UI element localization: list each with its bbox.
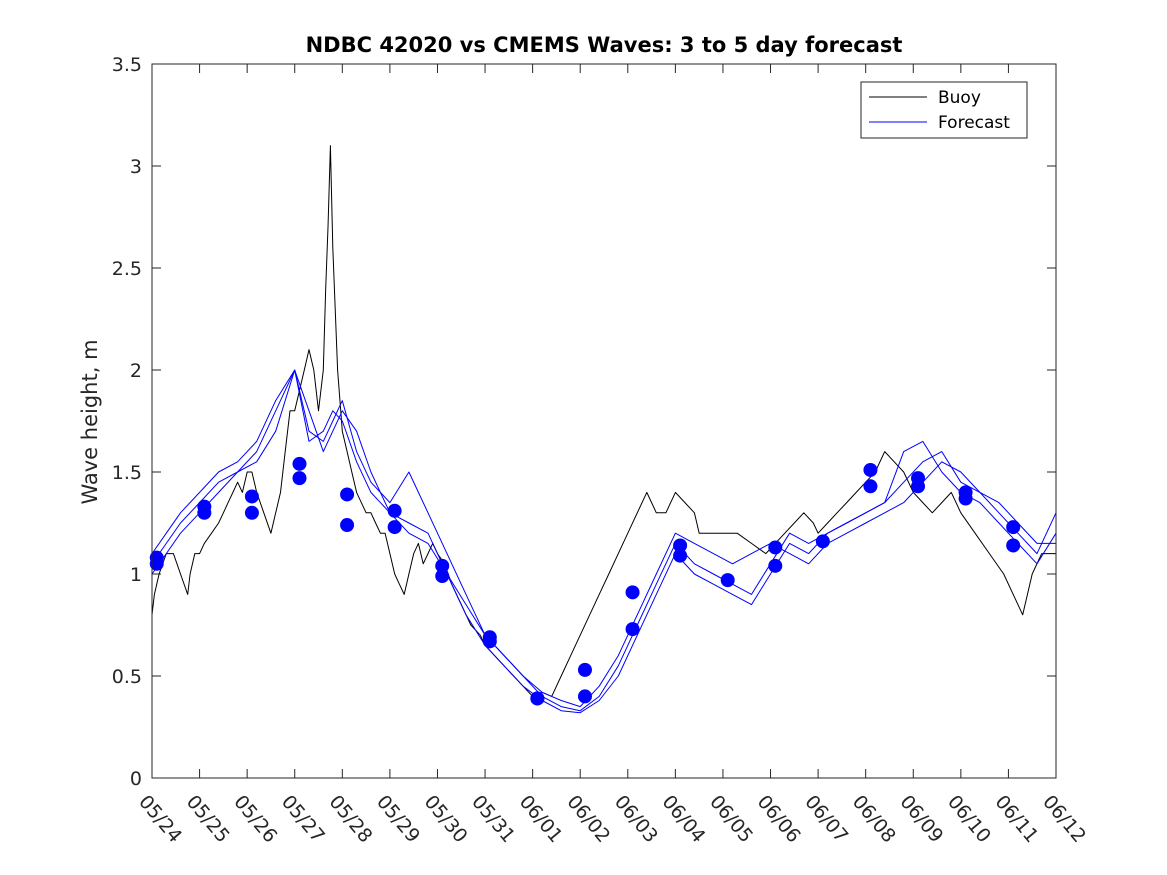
y-tick-label: 1.5 <box>112 462 142 484</box>
forecast-series-line-3 <box>151 369 1057 714</box>
legend-buoy-label: Buoy <box>938 88 981 108</box>
forecast-marker <box>768 540 783 555</box>
forecast-marker <box>911 479 926 494</box>
forecast-marker <box>482 634 497 649</box>
y-tick-label: 0 <box>130 768 142 790</box>
forecast-series-line-2 <box>151 369 1057 712</box>
forecast-marker <box>244 489 259 504</box>
legend-forecast-label: Forecast <box>938 113 1010 133</box>
forecast-marker <box>863 462 878 477</box>
forecast-marker <box>673 538 688 553</box>
forecast-marker <box>435 569 450 584</box>
forecast-marker <box>197 505 212 520</box>
legend: Buoy Forecast <box>860 81 1028 139</box>
forecast-marker <box>435 558 450 573</box>
forecast-marker <box>577 689 592 704</box>
forecast-marker <box>815 534 830 549</box>
y-tick-label: 2 <box>130 360 142 382</box>
plot-frame <box>151 63 1057 779</box>
forecast-marker <box>673 548 688 563</box>
forecast-marker <box>292 456 307 471</box>
plot-area <box>152 64 1056 778</box>
forecast-marker <box>863 479 878 494</box>
forecast-marker <box>244 505 259 520</box>
y-tick-label: 1 <box>130 564 142 586</box>
y-tick-label: 3 <box>130 156 142 178</box>
y-axis-ticks: 0 0.5 1 1.5 2 2.5 3 3.5 <box>112 54 1056 790</box>
forecast-marker <box>768 558 783 573</box>
forecast-marker <box>625 585 640 600</box>
forecast-marker <box>1006 538 1021 553</box>
forecast-marker <box>387 503 402 518</box>
legend-box <box>860 81 1028 139</box>
forecast-marker <box>577 662 592 677</box>
forecast-markers <box>149 456 1021 706</box>
y-tick-label: 3.5 <box>112 54 142 76</box>
chart-title: NDBC 42020 vs CMEMS Waves: 3 to 5 day fo… <box>306 33 903 57</box>
y-axis-label: Wave height, m <box>78 339 102 504</box>
forecast-marker <box>530 691 545 706</box>
forecast-marker <box>340 487 355 502</box>
y-tick-label: 2.5 <box>112 258 142 280</box>
forecast-marker <box>1006 520 1021 535</box>
forecast-marker <box>149 556 164 571</box>
series-layer <box>151 145 1057 714</box>
forecast-marker <box>292 471 307 486</box>
forecast-marker <box>720 573 735 588</box>
forecast-series-line-1 <box>151 369 1056 708</box>
forecast-marker <box>387 520 402 535</box>
y-tick-label: 0.5 <box>112 666 142 688</box>
forecast-marker <box>625 622 640 637</box>
forecast-marker <box>340 518 355 533</box>
forecast-marker <box>958 491 973 506</box>
